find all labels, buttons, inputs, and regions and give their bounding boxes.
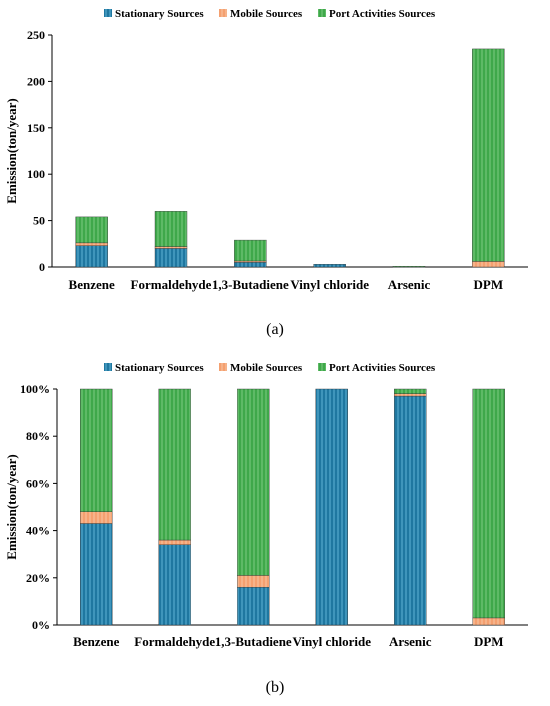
legend-swatch-port — [318, 363, 326, 371]
panel-label: (b) — [266, 679, 285, 696]
bar-stationary-1 — [158, 544, 191, 626]
bar-port-5 — [472, 48, 505, 262]
x-category-label: Vinyl chloride — [292, 634, 371, 649]
bar-mobile-5 — [472, 617, 505, 626]
y-tick-label: 40% — [26, 524, 50, 538]
x-category-label: Benzene — [69, 277, 115, 292]
x-category-label: Formaldehyde — [134, 634, 215, 649]
y-tick-label: 60% — [26, 476, 50, 490]
bar-mobile-1 — [154, 246, 188, 249]
legend-swatch-mobile — [219, 9, 227, 17]
y-axis-title: Emission(ton/year) — [4, 454, 19, 559]
x-category-label: Benzene — [73, 634, 119, 649]
bar-port-4 — [392, 266, 426, 268]
bar-mobile-0 — [80, 511, 113, 524]
y-axis-title: Emission(ton/year) — [4, 98, 19, 203]
bar-stationary-4 — [394, 395, 427, 626]
bar-port-1 — [158, 388, 191, 541]
chart-panel-a: Stationary Sources Mobile Sources Port Act… — [4, 8, 528, 338]
y-tick-label: 150 — [27, 121, 45, 135]
y-tick-label: 250 — [27, 28, 45, 42]
bar-mobile-5 — [472, 261, 505, 268]
y-tick-label: 100% — [20, 382, 50, 396]
legend-swatch-mobile — [219, 363, 227, 371]
legend-label-port: Port Activities Sources — [329, 8, 436, 20]
bar-port-5 — [472, 388, 505, 619]
bar-port-0 — [75, 216, 108, 244]
bar-mobile-0 — [75, 242, 108, 246]
x-category-label: DPM — [474, 277, 504, 292]
x-category-label: 1,3-Butadiene — [215, 634, 292, 649]
bar-mobile-2 — [234, 260, 267, 263]
legend-label-stationary: Stationary Sources — [115, 362, 204, 374]
legend-label-stationary: Stationary Sources — [115, 8, 204, 20]
x-category-label: Arsenic — [389, 634, 432, 649]
legend-label-port: Port Activities Sources — [329, 362, 436, 374]
bar-port-2 — [234, 239, 267, 262]
bar-port-2 — [237, 388, 270, 576]
bar-stationary-1 — [154, 248, 188, 268]
legend-label-mobile: Mobile Sources — [230, 362, 303, 374]
bar-stationary-3 — [313, 264, 346, 268]
x-category-label: DPM — [474, 634, 504, 649]
x-category-label: Formaldehyde — [131, 277, 212, 292]
legend-swatch-stationary — [104, 9, 112, 17]
y-tick-label: 100 — [27, 167, 45, 181]
y-tick-label: 50 — [33, 214, 45, 228]
bar-stationary-0 — [75, 245, 108, 268]
bar-port-4 — [394, 388, 427, 394]
bar-mobile-4 — [394, 393, 427, 397]
y-tick-label: 20% — [26, 571, 50, 585]
bar-stationary-2 — [234, 262, 267, 268]
y-tick-label: 80% — [26, 429, 50, 443]
bar-port-0 — [80, 388, 113, 512]
chart-panel-b: Stationary Sources Mobile Sources Port Act… — [4, 362, 528, 696]
legend-swatch-stationary — [104, 363, 112, 371]
bar-mobile-1 — [158, 539, 191, 545]
bar-stationary-2 — [237, 587, 270, 626]
bar-stationary-0 — [80, 523, 113, 626]
y-tick-label: 0 — [39, 260, 45, 274]
panel-label: (a) — [266, 321, 284, 338]
x-category-label: 1,3-Butadiene — [212, 277, 289, 292]
bar-port-1 — [154, 211, 188, 247]
bar-mobile-2 — [237, 575, 270, 588]
x-category-label: Vinyl chloride — [290, 277, 369, 292]
legend-label-mobile: Mobile Sources — [230, 8, 303, 20]
x-category-label: Arsenic — [388, 277, 431, 292]
bar-stationary-3 — [315, 388, 348, 626]
y-tick-label: 200 — [27, 74, 45, 88]
legend-swatch-port — [318, 9, 326, 17]
y-tick-label: 0% — [32, 618, 50, 632]
